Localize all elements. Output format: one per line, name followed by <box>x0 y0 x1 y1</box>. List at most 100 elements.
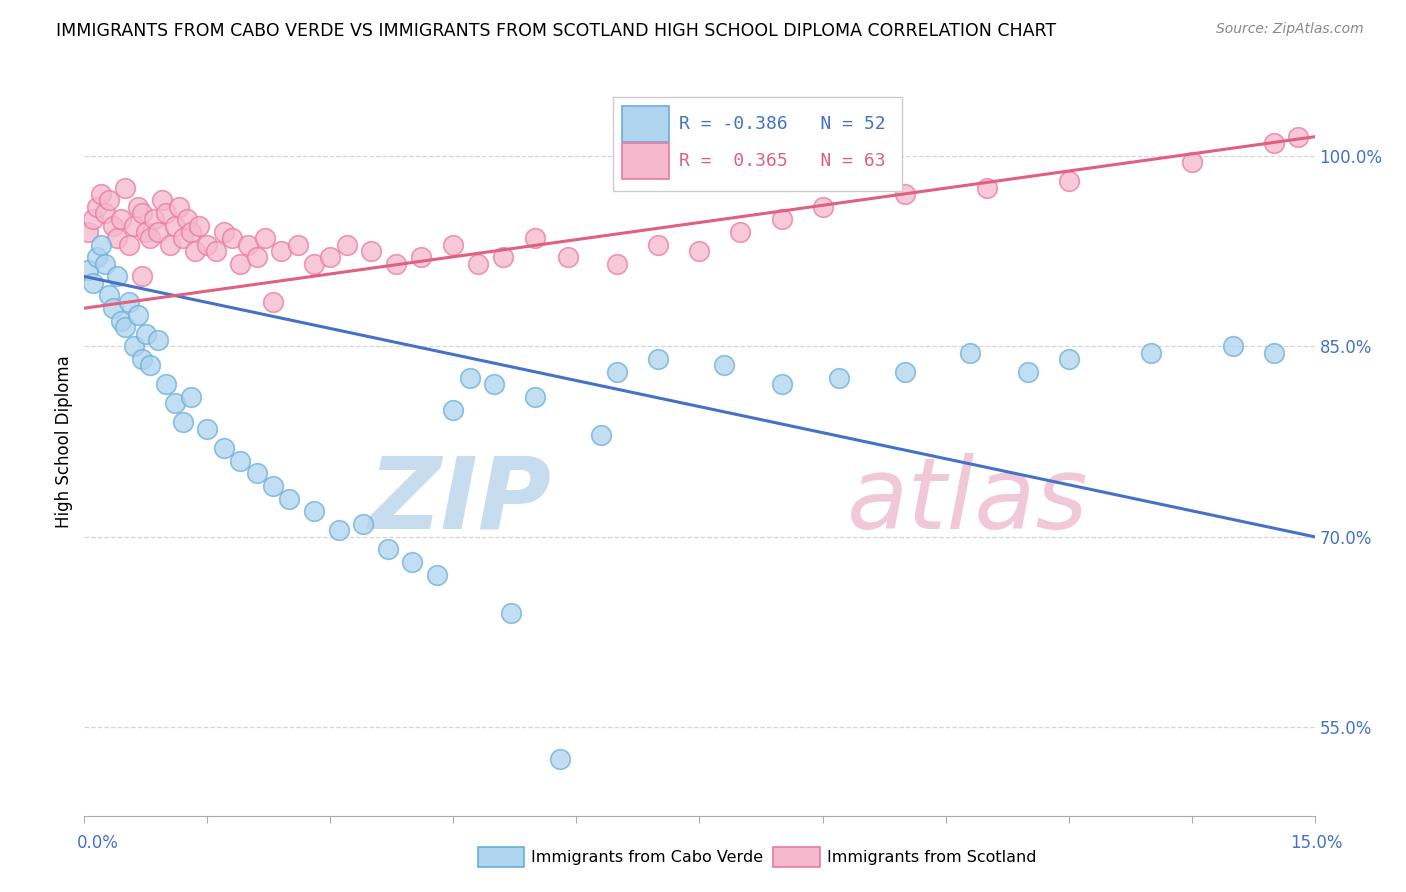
Point <box>172 231 194 245</box>
Point <box>118 294 141 309</box>
Point <box>262 479 284 493</box>
Point <box>352 517 374 532</box>
Point <box>647 237 669 252</box>
Point <box>492 251 515 265</box>
Point <box>105 231 128 245</box>
Point <box>135 326 157 341</box>
Point <box>893 365 915 379</box>
Point <box>131 206 153 220</box>
Point <box>163 219 186 233</box>
Point <box>135 225 157 239</box>
Point <box>302 257 325 271</box>
Point <box>238 237 260 252</box>
Point <box>105 269 128 284</box>
Point <box>155 377 177 392</box>
Point <box>1139 345 1161 359</box>
Point <box>1263 136 1285 150</box>
Text: Immigrants from Scotland: Immigrants from Scotland <box>827 850 1036 864</box>
Point <box>122 219 145 233</box>
Point <box>163 396 186 410</box>
Point <box>229 257 252 271</box>
Point <box>101 301 124 316</box>
Point <box>212 225 235 239</box>
Point <box>246 251 269 265</box>
Point <box>180 390 202 404</box>
Point <box>114 320 136 334</box>
Point <box>689 244 711 258</box>
Point <box>143 212 166 227</box>
Point <box>150 193 173 207</box>
Point <box>1181 155 1204 169</box>
Point <box>360 244 382 258</box>
FancyBboxPatch shape <box>621 144 669 179</box>
Point <box>557 251 579 265</box>
Point <box>770 377 793 392</box>
Point <box>94 206 117 220</box>
Point <box>319 251 342 265</box>
Point <box>221 231 243 245</box>
Point <box>197 237 219 252</box>
Point <box>385 257 408 271</box>
Point <box>811 200 834 214</box>
Point <box>548 752 571 766</box>
Point <box>377 542 399 557</box>
Point <box>426 567 449 582</box>
Point <box>82 212 104 227</box>
Point <box>86 251 108 265</box>
Point <box>212 441 235 455</box>
Point <box>172 416 194 430</box>
Point <box>101 219 124 233</box>
Point <box>122 339 145 353</box>
Point <box>278 491 301 506</box>
Text: 0.0%: 0.0% <box>77 834 120 852</box>
Point <box>524 231 547 245</box>
Point <box>591 428 613 442</box>
Point <box>401 555 423 569</box>
Point <box>1057 351 1080 366</box>
Text: 15.0%: 15.0% <box>1291 834 1343 852</box>
Point <box>770 212 793 227</box>
Point <box>262 294 284 309</box>
Point <box>82 276 104 290</box>
Point <box>180 225 202 239</box>
Point <box>229 453 252 467</box>
Text: Source: ZipAtlas.com: Source: ZipAtlas.com <box>1216 22 1364 37</box>
FancyBboxPatch shape <box>621 106 669 142</box>
Point <box>1286 129 1309 144</box>
Point <box>1222 339 1244 353</box>
Point <box>90 237 112 252</box>
Point <box>167 200 190 214</box>
Point <box>302 504 325 518</box>
Point <box>828 371 851 385</box>
Point <box>148 333 170 347</box>
Point <box>159 237 181 252</box>
Point <box>287 237 309 252</box>
Point <box>131 351 153 366</box>
Point <box>139 231 162 245</box>
Text: R =  0.365   N = 63: R = 0.365 N = 63 <box>679 153 886 170</box>
Point <box>127 200 149 214</box>
Point <box>606 365 628 379</box>
Point <box>197 422 219 436</box>
Point <box>1017 365 1039 379</box>
Point <box>328 524 350 538</box>
Point <box>647 351 669 366</box>
Point <box>730 225 752 239</box>
Point <box>118 237 141 252</box>
Point <box>77 263 100 277</box>
Point <box>110 314 132 328</box>
Point <box>94 257 117 271</box>
Point <box>458 371 481 385</box>
Point <box>77 225 100 239</box>
Text: atlas: atlas <box>848 453 1088 550</box>
Point <box>484 377 506 392</box>
Point <box>148 225 170 239</box>
Point <box>98 193 120 207</box>
Point <box>713 359 735 373</box>
Text: IMMIGRANTS FROM CABO VERDE VS IMMIGRANTS FROM SCOTLAND HIGH SCHOOL DIPLOMA CORRE: IMMIGRANTS FROM CABO VERDE VS IMMIGRANTS… <box>56 22 1056 40</box>
Point <box>253 231 276 245</box>
Point <box>1057 174 1080 188</box>
Point <box>86 200 108 214</box>
Text: Immigrants from Cabo Verde: Immigrants from Cabo Verde <box>531 850 763 864</box>
Y-axis label: High School Diploma: High School Diploma <box>55 355 73 528</box>
